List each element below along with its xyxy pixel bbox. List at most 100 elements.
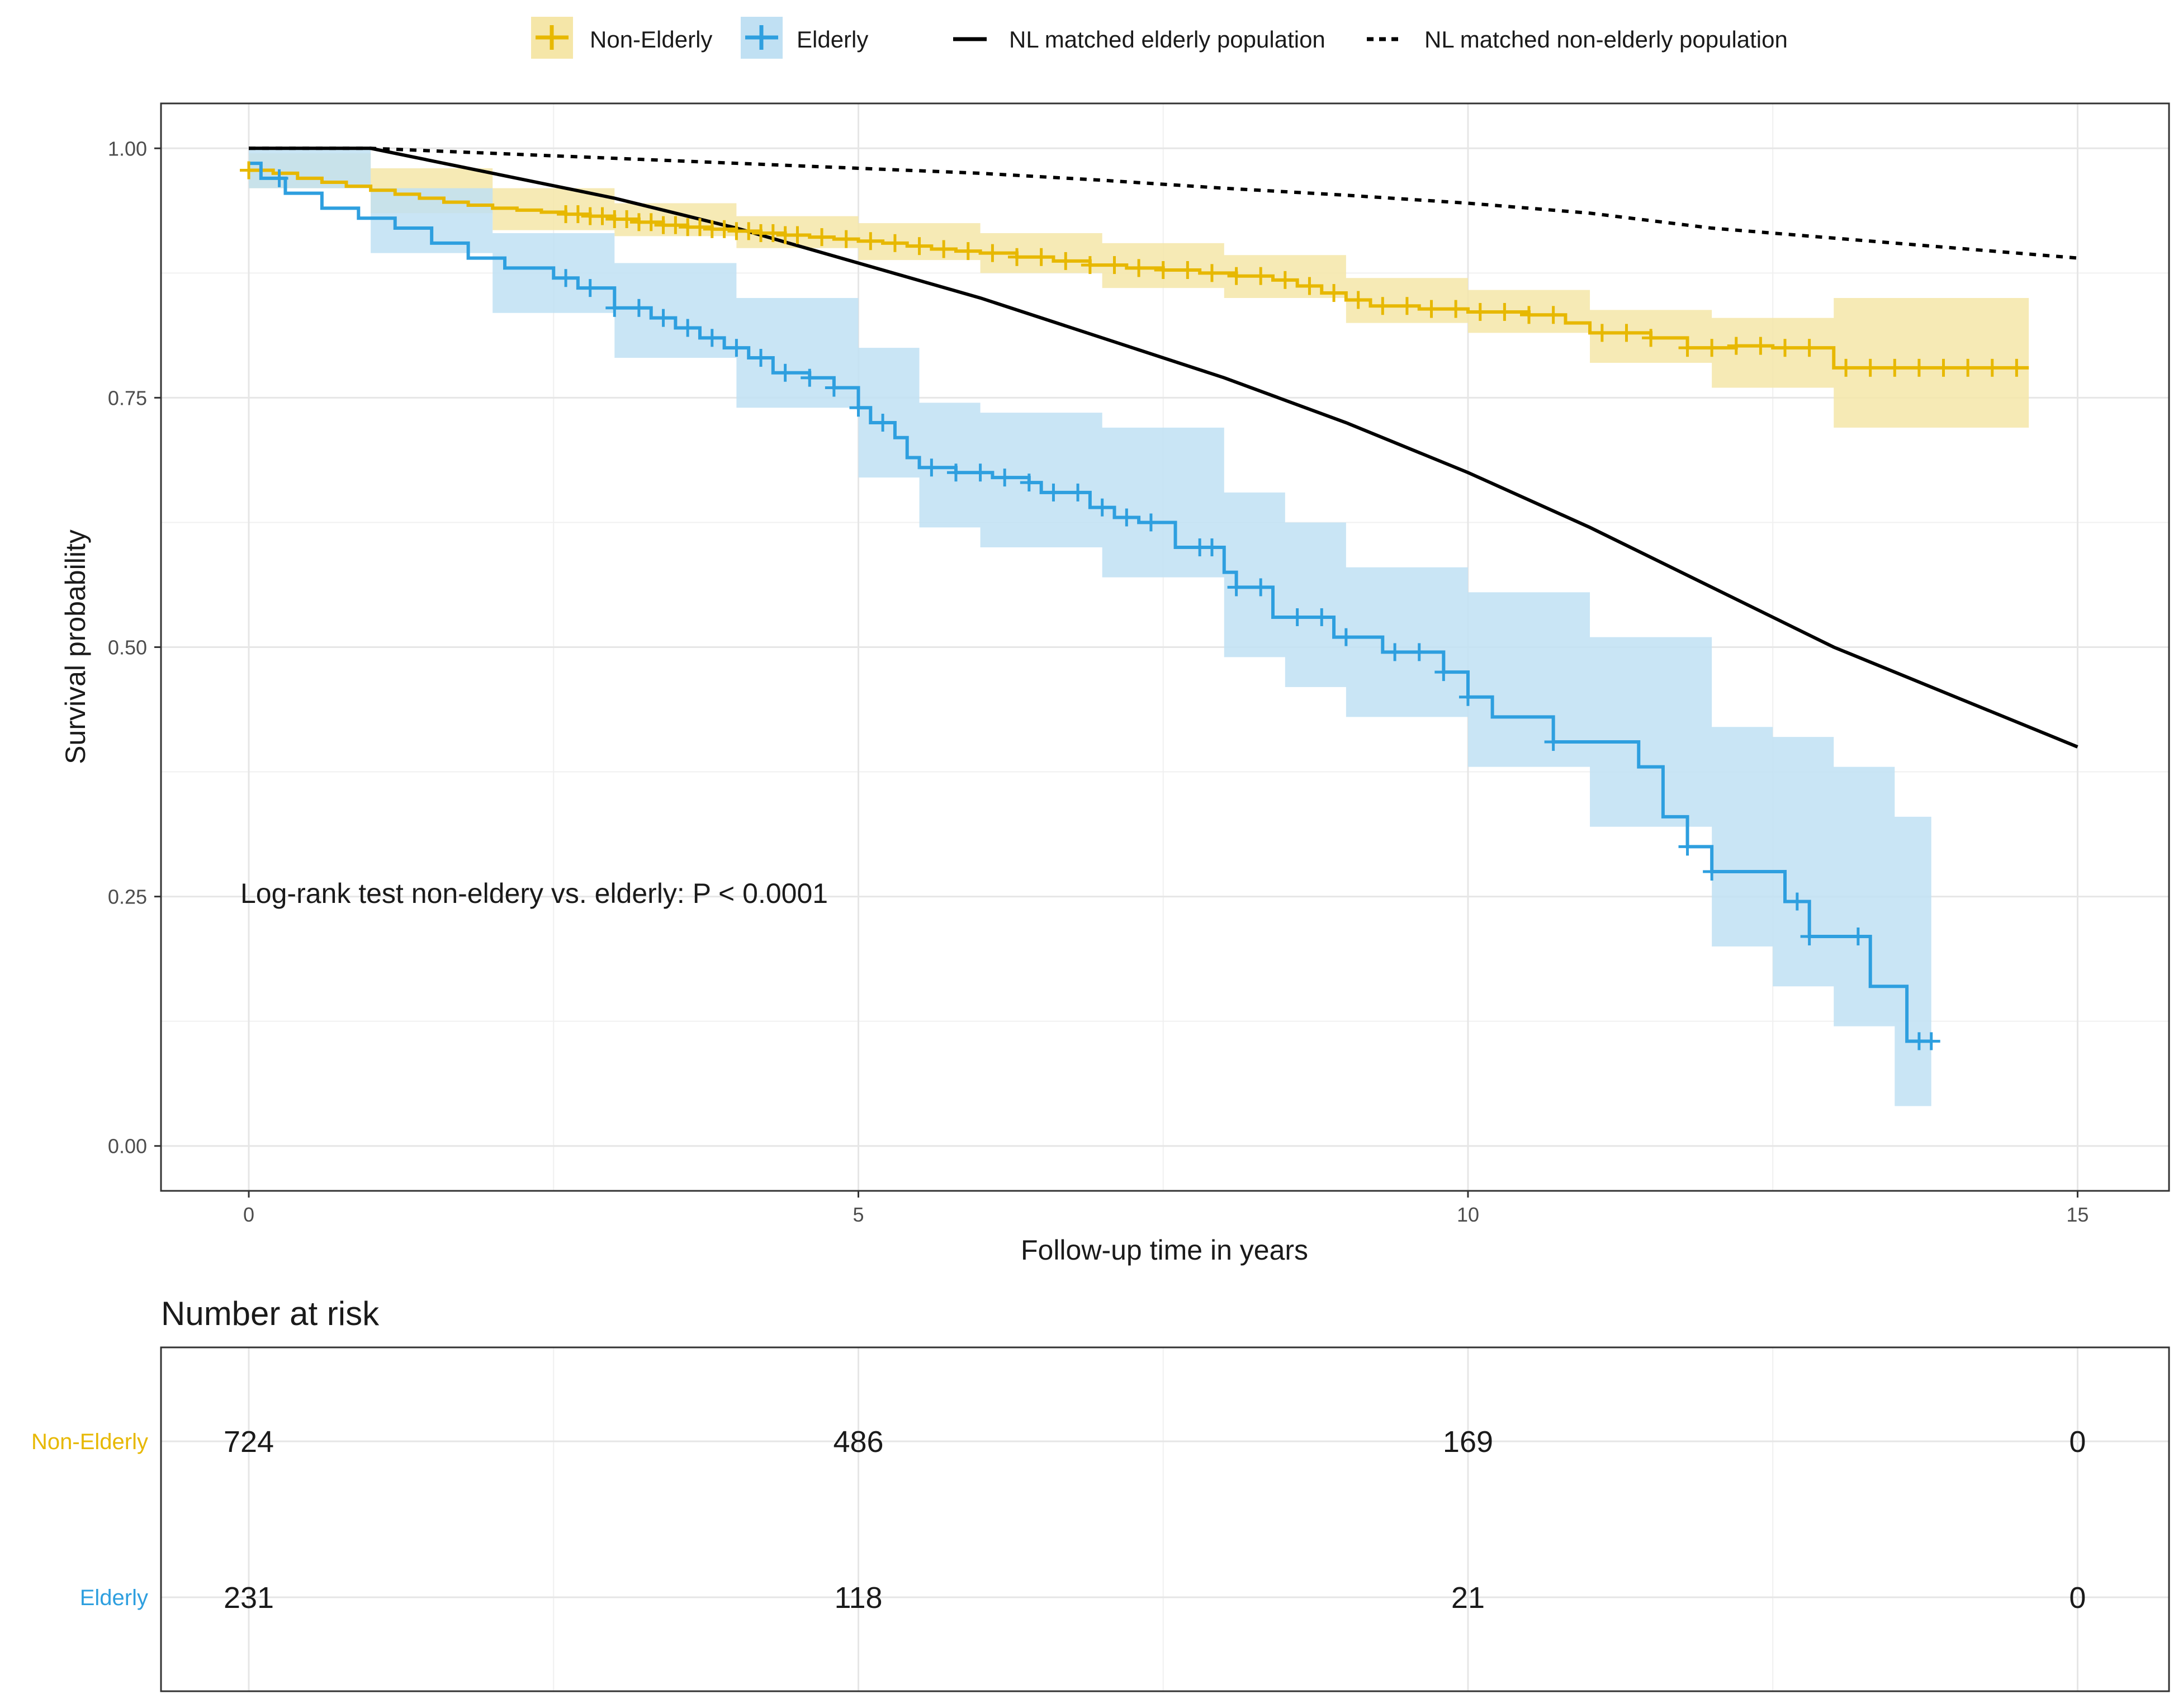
censor-mark-0-60 [1800, 339, 1819, 357]
legend-nl-elderly-label: NL matched elderly population [1009, 26, 1325, 53]
censor-mark-0-38 [1227, 267, 1246, 285]
censor-mark-0-59 [1776, 339, 1794, 357]
censor-mark-0-23 [861, 232, 880, 250]
censor-mark-0-46 [1422, 300, 1441, 318]
y-axis-title: Survival probability [60, 529, 91, 764]
risk-table: Number at risk Non-Elderly 724 486 169 0 Elde… [31, 1295, 2170, 1692]
censor-mark-1-0 [270, 169, 288, 187]
risk-table-cells: Non-Elderly 724 486 169 0 Elderly 231 118 21 0 [31, 1425, 2086, 1615]
censor-mark-0-42 [1325, 284, 1343, 302]
censor-mark-0-56 [1703, 339, 1721, 357]
censor-mark-1-9 [752, 349, 770, 367]
legend: Non-Elderly Elderly NL matched elderly p… [531, 17, 1788, 59]
censor-mark-0-52 [1593, 324, 1611, 342]
censor-mark-1-17 [971, 463, 989, 482]
reference-lines [249, 146, 2078, 749]
censor-mark-0-39 [1252, 267, 1270, 285]
y-tick-label-4: 1.00 [108, 137, 147, 160]
censor-mark-1-22 [1093, 498, 1111, 517]
censor-mark-1-11 [801, 368, 819, 387]
censor-mark-1-8 [727, 339, 746, 357]
censor-mark-0-40 [1276, 271, 1294, 289]
censor-mark-0-36 [1178, 261, 1197, 279]
censor-mark-0-25 [910, 237, 929, 256]
censor-mark-0-68 [2007, 358, 2026, 377]
censor-mark-0-10 [666, 216, 685, 234]
risk-row-label-0: Non-Elderly [31, 1430, 148, 1454]
censor-mark-0-31 [1057, 252, 1075, 270]
censor-mark-0-49 [1495, 302, 1514, 321]
censor-mark-0-51 [1544, 306, 1562, 324]
censor-mark-0-21 [813, 228, 831, 247]
censor-mark-1-4 [629, 299, 648, 317]
censor-mark-0-57 [1727, 337, 1745, 355]
risk-cell-0-1: 486 [833, 1425, 883, 1459]
censor-mark-1-2 [581, 279, 599, 297]
censor-mark-0-55 [1678, 339, 1697, 357]
y-tick-label-3: 0.75 [108, 386, 147, 409]
censor-mark-0-63 [1886, 358, 1904, 377]
censor-mark-1-19 [1020, 474, 1038, 492]
censor-mark-1-39 [1788, 892, 1806, 911]
log-rank-annotation: Log-rank test non-eldery vs. elderly: P … [240, 878, 828, 909]
censor-mark-1-7 [703, 329, 721, 347]
censor-mark-1-29 [1288, 608, 1306, 626]
censor-mark-1-43 [1922, 1032, 1940, 1051]
censor-mark-1-10 [776, 363, 794, 382]
censor-mark-0-14 [715, 220, 733, 238]
censor-mark-0-41 [1300, 277, 1319, 295]
reference-line-non-elderly [249, 146, 2078, 260]
band-non-elderly [249, 153, 2029, 428]
censor-mark-1-5 [654, 309, 673, 327]
censor-mark-0-2 [569, 205, 587, 224]
band-elderly [249, 148, 1931, 1106]
censor-mark-1-36 [1544, 733, 1562, 751]
censor-mark-0-4 [593, 207, 612, 225]
censor-mark-1-18 [996, 469, 1014, 487]
risk-cell-0-3: 0 [2069, 1425, 2086, 1459]
censor-mark-1-30 [1313, 608, 1331, 626]
censor-mark-1-37 [1678, 838, 1697, 856]
censor-mark-0-37 [1202, 264, 1221, 282]
censor-mark-1-35 [1459, 688, 1477, 706]
x-tick-label-2: 10 [1457, 1203, 1479, 1226]
reference-line-elderly [249, 146, 2078, 749]
censor-mark-1-40 [1800, 927, 1819, 945]
x-tick-label-1: 5 [853, 1203, 864, 1226]
censor-mark-1-28 [1252, 578, 1270, 597]
x-tick-label-3: 15 [2066, 1203, 2089, 1226]
censor-mark-1-12 [825, 378, 843, 397]
censor-mark-0-22 [837, 230, 855, 248]
censor-mark-0-45 [1398, 297, 1416, 315]
axis-ticks: 0 5 10 15 0.00 0.25 0.50 0.75 1.00 [108, 137, 2089, 1226]
risk-cell-1-3: 0 [2069, 1581, 2086, 1615]
survival-plot-panel: 0 5 10 15 0.00 0.25 0.50 0.75 1.00 Log-rank test… [60, 102, 2170, 1266]
y-tick-label-0: 0.00 [108, 1135, 147, 1158]
censor-mark-0-62 [1861, 358, 1879, 377]
censor-mark-1-13 [849, 399, 868, 417]
x-axis-title: Follow-up time in years [1021, 1234, 1308, 1266]
legend-non-elderly-label: Non-Elderly [590, 26, 712, 53]
censor-mark-0-16 [740, 222, 758, 240]
censor-mark-0-67 [1983, 358, 2001, 377]
censor-mark-1-1 [557, 269, 575, 287]
censor-mark-1-14 [874, 414, 892, 432]
censor-mark-1-24 [1142, 513, 1160, 532]
risk-table-title: Number at risk [161, 1295, 380, 1332]
censor-mark-0-8 [642, 213, 660, 231]
censor-mark-1-3 [605, 299, 624, 317]
risk-cell-0-2: 169 [1443, 1425, 1493, 1459]
censor-mark-1-33 [1410, 643, 1428, 661]
censor-mark-0-53 [1617, 324, 1636, 342]
censor-marks [240, 161, 2026, 1051]
censor-mark-0-35 [1154, 261, 1172, 279]
confidence-bands [249, 148, 2029, 1106]
censor-mark-1-38 [1703, 862, 1721, 881]
censor-mark-1-21 [1069, 483, 1087, 501]
censor-mark-1-6 [679, 319, 697, 337]
censor-mark-0-12 [690, 218, 709, 236]
censor-mark-0-24 [885, 234, 904, 252]
censor-mark-0-65 [1934, 358, 1953, 377]
censor-mark-0-48 [1471, 302, 1489, 321]
